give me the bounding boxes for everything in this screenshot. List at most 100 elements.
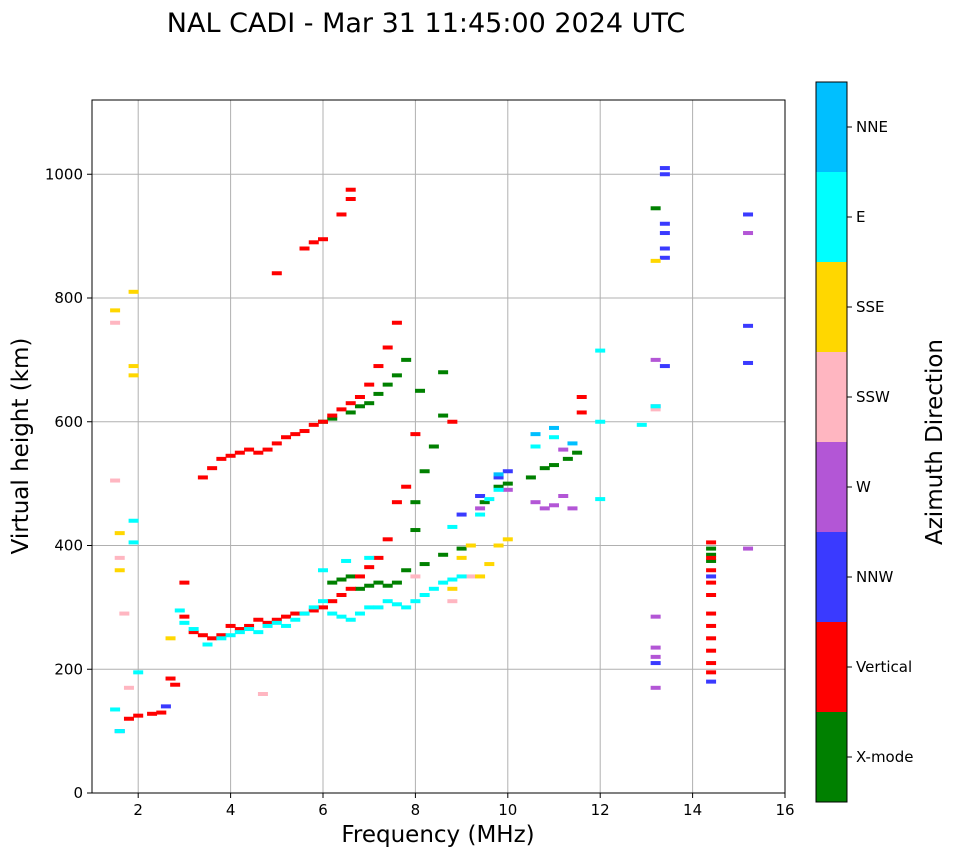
data-point (318, 599, 328, 604)
data-point (572, 450, 583, 455)
data-point (410, 432, 421, 437)
data-point (650, 404, 661, 409)
data-point (253, 450, 264, 455)
data-point (114, 555, 125, 560)
data-point (244, 447, 255, 452)
data-point (558, 494, 569, 498)
data-point (345, 617, 356, 622)
data-point (401, 605, 412, 610)
colorbar-label: W (856, 478, 871, 496)
data-point (391, 320, 402, 325)
data-point (419, 593, 430, 597)
colorbar-label: Vertical (856, 658, 912, 676)
x-tick-label: 10 (498, 801, 517, 819)
data-point (364, 382, 375, 387)
colorbar-label: NNE (856, 118, 888, 136)
data-point (345, 410, 356, 415)
data-point (562, 456, 573, 461)
data-point (262, 447, 273, 452)
data-point (502, 537, 513, 542)
data-point (456, 555, 467, 560)
data-point (743, 323, 754, 328)
data-point (743, 360, 754, 365)
data-point (636, 422, 647, 427)
data-point (299, 246, 310, 251)
data-point (318, 419, 328, 424)
data-point (290, 432, 301, 437)
x-tick-label: 4 (226, 801, 236, 819)
data-point (197, 633, 208, 638)
data-point (438, 580, 449, 585)
data-point (354, 586, 365, 591)
data-point (706, 558, 717, 563)
data-point (345, 187, 356, 192)
data-point (373, 364, 384, 369)
data-point (706, 552, 717, 557)
data-point (327, 413, 338, 418)
data-point (401, 357, 412, 362)
data-point (318, 605, 328, 610)
data-point (595, 497, 606, 502)
data-point (530, 432, 541, 437)
data-point (160, 704, 171, 709)
data-point (244, 623, 255, 628)
data-point (539, 506, 550, 511)
data-marks (110, 166, 754, 734)
data-point (706, 580, 717, 585)
colorbar-label: SSE (856, 298, 885, 316)
data-point (525, 475, 536, 480)
data-point (706, 546, 717, 551)
data-point (110, 707, 121, 712)
data-point (119, 611, 130, 616)
data-point (308, 422, 319, 427)
colorbar-segment (816, 352, 847, 442)
data-point (271, 617, 282, 622)
data-point (576, 395, 587, 399)
data-point (743, 546, 754, 551)
data-point (530, 444, 541, 449)
data-point (475, 494, 486, 498)
data-point (114, 568, 125, 573)
data-point (364, 565, 375, 570)
data-point (114, 729, 125, 734)
data-point (549, 425, 559, 430)
data-point (706, 540, 717, 545)
data-point (415, 388, 426, 393)
data-point (659, 221, 670, 226)
data-point (257, 692, 268, 696)
y-tick-label: 1000 (45, 165, 83, 183)
data-point (271, 271, 282, 276)
data-point (364, 555, 375, 560)
data-point (447, 599, 458, 604)
data-point (456, 574, 467, 579)
data-point (650, 654, 661, 659)
data-point (114, 531, 125, 536)
data-point (216, 636, 227, 641)
colorbar-segment (816, 82, 847, 172)
data-point (133, 670, 144, 675)
data-point (456, 546, 467, 551)
data-point (174, 608, 185, 613)
data-point (391, 373, 402, 378)
data-point (502, 481, 513, 486)
data-point (650, 357, 661, 362)
data-point (706, 555, 717, 560)
data-point (567, 506, 578, 511)
colorbar: X-mode Vertical NNW W SSW SSE E NNE (816, 82, 913, 802)
data-point (659, 255, 670, 260)
data-point (225, 623, 236, 628)
x-tick-label: 6 (318, 801, 328, 819)
data-point (262, 623, 273, 628)
data-point (336, 593, 347, 597)
data-point (110, 308, 121, 313)
data-point (336, 614, 347, 619)
data-point (650, 407, 661, 412)
data-point (165, 676, 176, 681)
data-point (650, 661, 661, 666)
data-point (401, 568, 412, 573)
data-point (128, 540, 139, 545)
colorbar-segment (816, 622, 847, 712)
data-point (128, 518, 139, 523)
data-point (336, 577, 347, 582)
data-point (345, 574, 356, 579)
